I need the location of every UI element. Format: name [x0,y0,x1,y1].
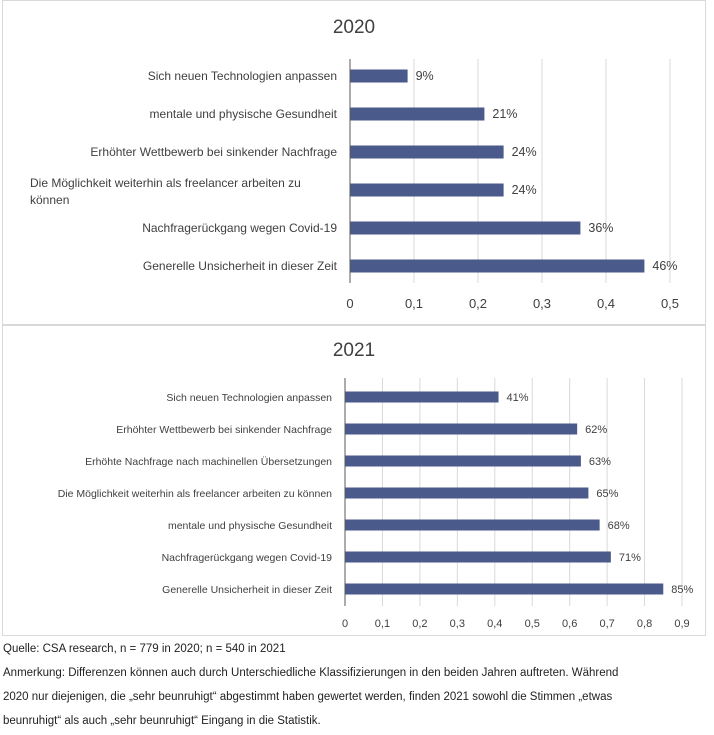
chart-2020-category-label: Die Möglichkeit weiterhin als freelancer… [30,176,301,207]
chart-2021-category-label: Generelle Unsicherheit in dieser Zeit [162,584,332,596]
chart-2021-category-label: Die Möglichkeit weiterhin als freelancer… [58,488,332,500]
annotation-line-3: beunruhigt“ als auch „sehr beunruhigt“ E… [3,715,321,727]
chart-2020-x-tick-label: 0,5 [661,296,679,311]
chart-2021-x-tick-label: 0,9 [674,618,689,630]
chart-2020-x-tick-label: 0,4 [597,296,615,311]
chart-2021-x-tick-label: 0,1 [375,618,390,630]
chart-2020-category-label: Sich neuen Technologien anpassen [148,69,337,83]
chart-2021-data-label: 85% [671,584,693,596]
chart-2020-category-label: Erhöhter Wettbewerb bei sinkender Nachfr… [90,145,337,159]
chart-2020-bar [350,145,504,159]
chart-2021-data-label: 63% [589,456,611,468]
chart-2020-data-label: 36% [588,221,613,235]
chart-panel-2020: 2020 0 0,1 0,2 0,3 0,4 0,5 9% Sich neuen Techno… [2,0,706,325]
chart-2020-category-label: Nachfragerückgang wegen Covid-19 [142,221,337,235]
bar-chart-2021: 0 0,1 0,2 0,3 0,4 0,5 0,6 0,7 0,8 0,9 41% Sich neue… [58,378,694,630]
annotation-line-1: Anmerkung: Differenzen können auch durch… [3,667,619,679]
chart-2021-data-label: 41% [507,392,529,404]
chart-2021-x-tick-label: 0,6 [562,618,577,630]
chart-2021-category-label: Erhöhter Wettbewerb bei sinkender Nachfr… [116,424,332,436]
chart-2020-bar [350,107,485,121]
bar-chart-2020: 0 0,1 0,2 0,3 0,4 0,5 9% Sich neuen Technologie… [30,59,679,311]
chart-2021-bar [345,391,499,403]
chart-2020-category-label: Generelle Unsicherheit in dieser Zeit [143,259,338,273]
chart-2020-data-label: 46% [652,259,677,273]
chart-2021-bar [345,423,578,435]
chart-2020-data-label: 21% [492,107,517,121]
chart-2020-x-tick-label: 0 [346,296,353,311]
chart-2020-data-label: 24% [512,145,537,159]
chart-2021-bar [345,519,600,531]
chart-2021-category-label: Erhöhte Nachfrage nach machinellen Übers… [85,456,332,468]
chart-2021-x-tick-label: 0,7 [599,618,614,630]
chart-2021-x-tick-label: 0 [342,618,348,630]
annotation-line-2: 2020 nur diejenigen, die „sehr beunruhig… [3,691,613,703]
chart-2021-category-label: Nachfragerückgang wegen Covid-19 [162,552,333,564]
chart-2020-bar [350,221,581,235]
chart-2021-x-tick-label: 0,8 [637,618,652,630]
chart-2021-category-label: Sich neuen Technologien anpassen [166,392,332,404]
source-note: Quelle: CSA research, n = 779 in 2020; n… [3,643,286,655]
chart-2021-data-label: 65% [596,488,618,500]
chart-2021-bar [345,583,664,595]
chart-title-2021: 2021 [332,340,376,361]
chart-2020-x-tick-label: 0,1 [405,296,423,311]
chart-panel-2021: 2021 0 0,1 0,2 0,3 0,4 0,5 0,6 0,7 0,8 0,9 41% Sich… [2,325,706,636]
chart-2021-bar [345,551,611,563]
chart-2021-x-tick-label: 0,2 [412,618,427,630]
chart-2021-data-label: 62% [585,424,607,436]
chart-2021-x-tick-label: 0,3 [450,618,465,630]
chart-2021-category-label: mentale und physische Gesundheit [168,520,332,532]
chart-title-2020: 2020 [332,17,376,38]
chart-2021-x-tick-label: 0,5 [525,618,540,630]
chart-2020-data-label: 24% [512,183,537,197]
chart-2021-data-label: 71% [619,552,641,564]
chart-2021-x-tick-label: 0,4 [487,618,502,630]
chart-2020-bar [350,259,645,273]
chart-2021-data-label: 68% [608,520,630,532]
chart-2020-x-tick-label: 0,2 [469,296,487,311]
chart-2020-x-tick-label: 0,3 [533,296,551,311]
chart-2021-bar [345,455,581,467]
chart-2020-bar [350,69,408,83]
chart-2021-bar [345,487,589,499]
chart-2020-data-label: 9% [416,69,434,83]
chart-2020-category-label: mentale und physische Gesundheit [150,107,338,121]
chart-2020-bar [350,183,504,197]
